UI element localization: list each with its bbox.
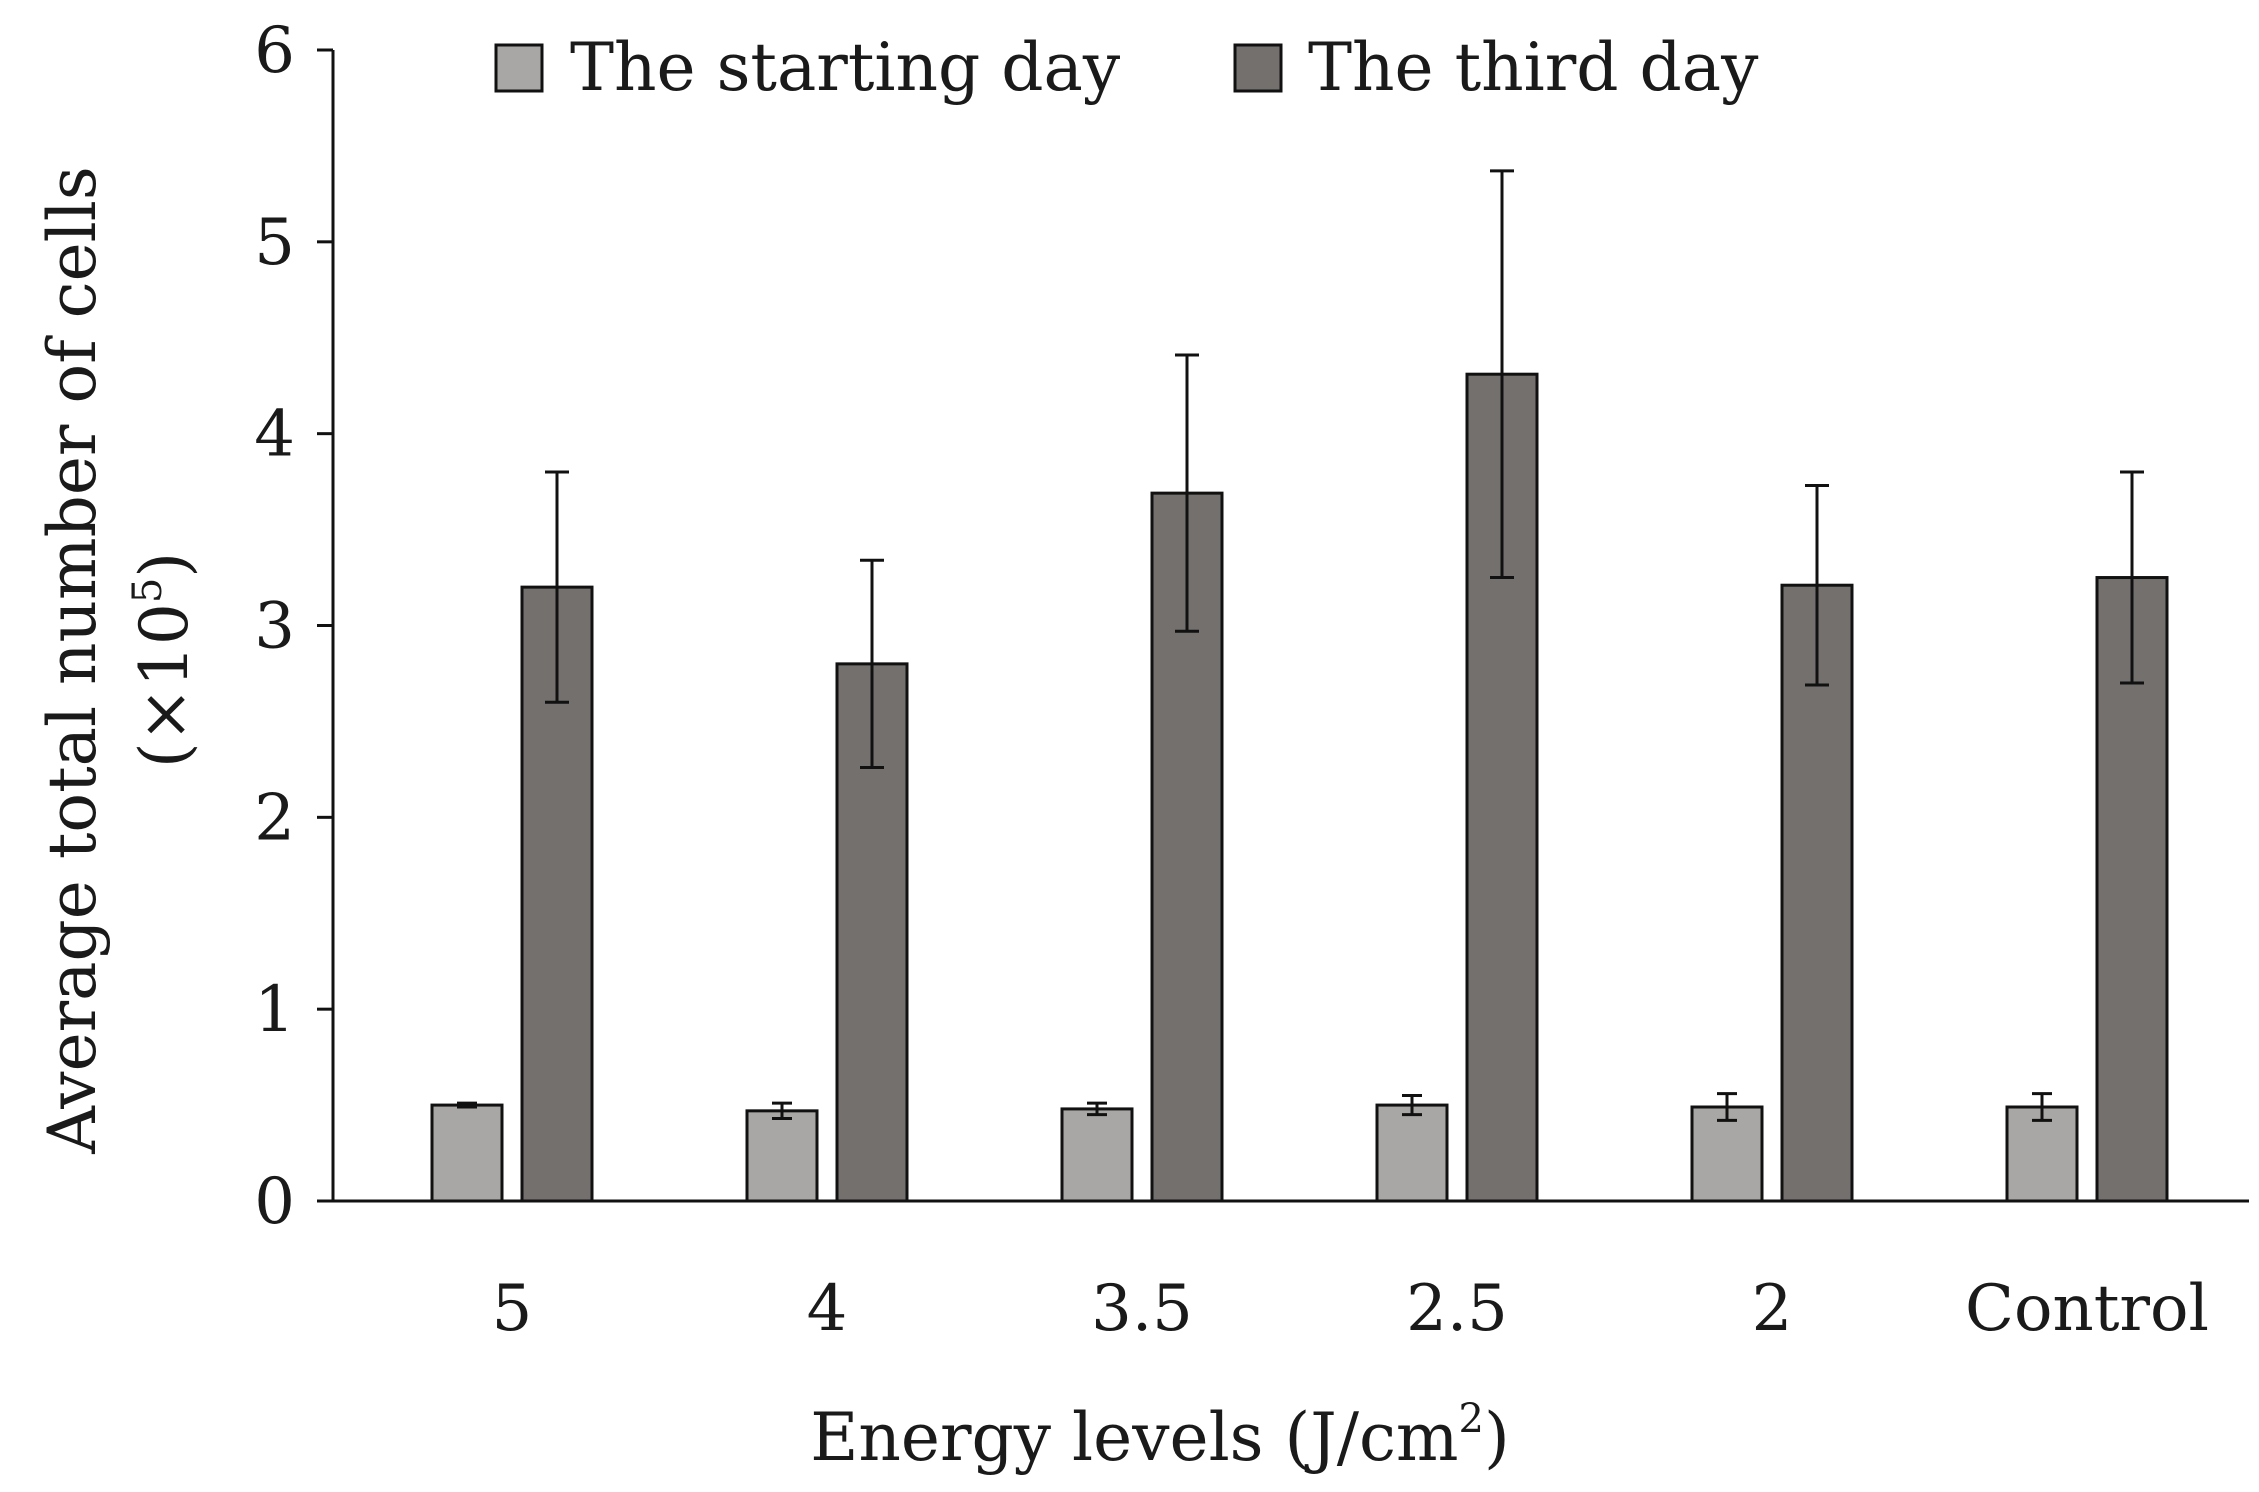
x-axis-title-exponent: 2 <box>1459 1396 1484 1442</box>
bar-starting-day <box>430 1103 504 1203</box>
x-axis-title-close: ) <box>1484 1399 1510 1476</box>
y-axis-title-multiplier: (×10 <box>126 603 203 768</box>
y-axis-title-exponent: 5 <box>125 578 171 603</box>
x-tick-label: Control <box>1965 1272 2209 1346</box>
y-axis-title-line1: Average total number of cells <box>34 166 111 1154</box>
y-tick-label: 4 <box>254 398 295 472</box>
bar-starting-day <box>2005 1105 2079 1203</box>
x-tick-label: 4 <box>807 1272 848 1346</box>
bar-third-day <box>1780 583 1854 1203</box>
y-tick-label: 0 <box>254 1165 295 1239</box>
y-axis-title-line2: (×105) <box>125 552 203 768</box>
x-tick-label: 2 <box>1752 1272 1793 1346</box>
y-tick-label: 6 <box>254 14 295 88</box>
x-tick-label: 3.5 <box>1091 1272 1193 1346</box>
bar-starting-day <box>745 1109 819 1203</box>
legend-swatch-third-day <box>1233 43 1283 93</box>
y-tick-label: 3 <box>254 590 295 664</box>
legend: The starting day The third day <box>494 29 1759 106</box>
y-axis-ticks: 0 1 2 3 4 5 6 <box>254 14 333 1239</box>
bar-starting-day <box>1375 1103 1449 1203</box>
x-tick-label: 2.5 <box>1406 1272 1508 1346</box>
x-axis-title: Energy levels (J/cm2) <box>810 1396 1509 1476</box>
legend-label-starting-day: The starting day <box>570 29 1121 106</box>
x-axis-ticks: 5 4 3.5 2.5 2 Control <box>492 1272 2209 1346</box>
legend-label-third-day: The third day <box>1308 29 1759 106</box>
bar-starting-day <box>1060 1107 1134 1203</box>
x-axis-title-main: Energy levels (J/cm <box>810 1399 1458 1476</box>
y-tick-label: 2 <box>254 781 295 855</box>
y-axis-title: Average total number of cells (×105) <box>34 166 203 1154</box>
bars <box>430 169 2169 1203</box>
y-axis-title-close: ) <box>126 552 203 578</box>
x-tick-label: 5 <box>492 1272 533 1346</box>
legend-swatch-starting-day <box>494 43 544 93</box>
y-tick-label: 1 <box>254 973 295 1047</box>
y-tick-label: 5 <box>254 206 295 280</box>
bar-starting-day <box>1690 1105 1764 1203</box>
